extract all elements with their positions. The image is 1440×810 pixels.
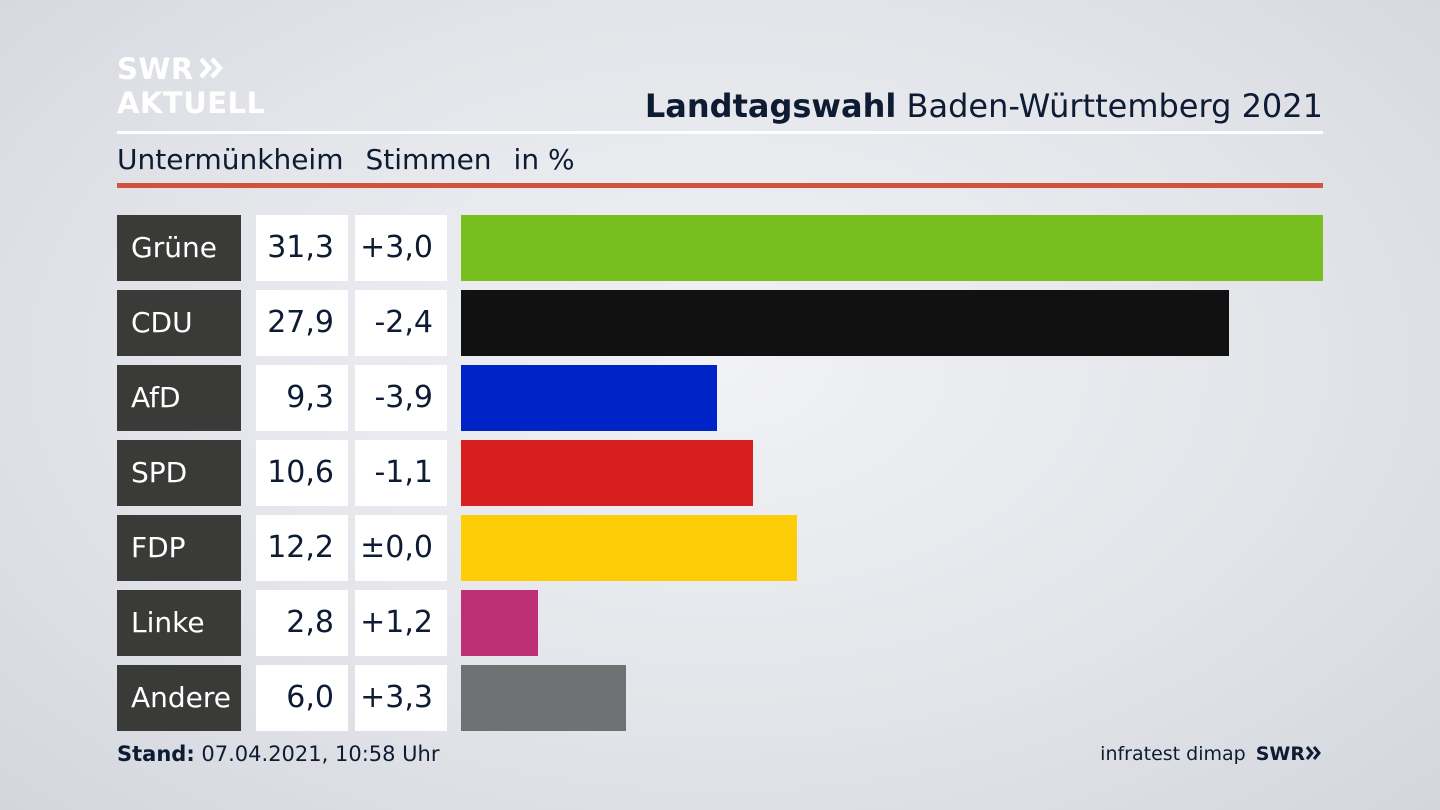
chart-row: Andere 6,0 +3,3 <box>117 665 1323 731</box>
chart-row: AfD 9,3 -3,9 <box>117 365 1323 431</box>
timestamp: Stand: 07.04.2021, 10:58 Uhr <box>117 740 440 768</box>
chart-row: FDP 12,2 ±0,0 <box>117 515 1323 581</box>
accent-divider <box>117 183 1323 188</box>
party-label: FDP <box>117 515 241 581</box>
bar <box>461 440 753 506</box>
bar <box>461 215 1323 281</box>
value-label: 6,0 <box>256 665 348 731</box>
subtitle-measure: Stimmen <box>365 143 492 176</box>
value-label: 31,3 <box>256 215 348 281</box>
chart-row: Grüne 31,3 +3,0 <box>117 215 1323 281</box>
party-label: SPD <box>117 440 241 506</box>
value-label: 2,8 <box>256 590 348 656</box>
double-chevron-icon <box>198 54 226 88</box>
title-divider <box>117 131 1323 134</box>
stand-value: 07.04.2021, 10:58 Uhr <box>194 742 440 766</box>
party-label: Andere <box>117 665 241 731</box>
diff-label: +1,2 <box>355 590 447 656</box>
party-label: CDU <box>117 290 241 356</box>
diff-label: -2,4 <box>355 290 447 356</box>
chart-row: Linke 2,8 +1,2 <box>117 590 1323 656</box>
diff-label: +3,3 <box>355 665 447 731</box>
value-label: 12,2 <box>256 515 348 581</box>
subtitle-unit: in % <box>513 143 575 176</box>
diff-label: ±0,0 <box>355 515 447 581</box>
chart-subtitle: Untermünkheim Stimmen in % <box>117 142 597 178</box>
party-label: AfD <box>117 365 241 431</box>
value-label: 27,9 <box>256 290 348 356</box>
diff-label: -3,9 <box>355 365 447 431</box>
bar <box>461 290 1229 356</box>
page-title: Landtagswahl Baden-Württemberg 2021 <box>645 86 1323 126</box>
bar <box>461 365 717 431</box>
party-label: Linke <box>117 590 241 656</box>
diff-label: -1,1 <box>355 440 447 506</box>
source-name: infratest dimap <box>1100 743 1246 765</box>
value-label: 9,3 <box>256 365 348 431</box>
stand-label: Stand: <box>117 742 195 766</box>
diff-label: +3,0 <box>355 215 447 281</box>
value-label: 10,6 <box>256 440 348 506</box>
brand-name: SWR <box>1255 743 1305 765</box>
party-label: Grüne <box>117 215 241 281</box>
chart-row: SPD 10,6 -1,1 <box>117 440 1323 506</box>
bar <box>461 590 538 656</box>
source-credit: infratest dimap SWR <box>1100 740 1323 768</box>
bar <box>461 665 626 731</box>
title-rest: Baden-Württemberg 2021 <box>896 87 1324 125</box>
subtitle-place: Untermünkheim <box>117 143 344 176</box>
chart-row: CDU 27,9 -2,4 <box>117 290 1323 356</box>
logo-text-aktuell: AKTUELL <box>117 86 266 120</box>
title-bold: Landtagswahl <box>644 87 897 125</box>
swr-aktuell-logo: SWR AKTUELL <box>117 54 277 120</box>
double-chevron-small-icon <box>1305 743 1323 765</box>
bar <box>461 515 797 581</box>
logo-text-swr: SWR <box>117 52 194 86</box>
